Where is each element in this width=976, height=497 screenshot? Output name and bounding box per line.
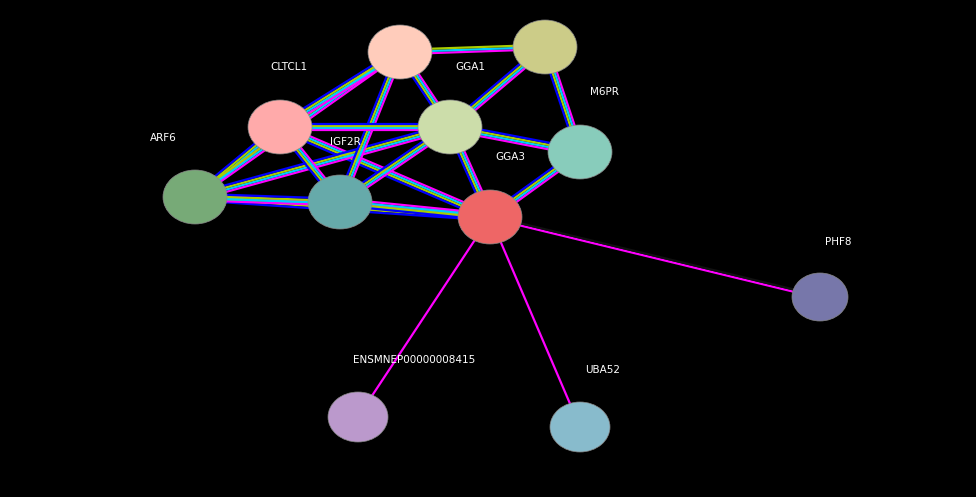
Text: GGA1: GGA1 bbox=[455, 62, 485, 72]
Ellipse shape bbox=[328, 392, 388, 442]
Text: GGA3: GGA3 bbox=[495, 152, 525, 162]
Text: UBA52: UBA52 bbox=[585, 365, 620, 375]
Text: ENSMNEP00000008415: ENSMNEP00000008415 bbox=[353, 355, 475, 365]
Ellipse shape bbox=[550, 402, 610, 452]
Text: CLTCL1: CLTCL1 bbox=[270, 62, 307, 72]
Text: IGF2R: IGF2R bbox=[330, 137, 361, 147]
Text: M6PR: M6PR bbox=[590, 87, 619, 97]
Ellipse shape bbox=[792, 273, 848, 321]
Ellipse shape bbox=[308, 175, 372, 229]
Ellipse shape bbox=[418, 100, 482, 154]
Ellipse shape bbox=[458, 190, 522, 244]
Ellipse shape bbox=[513, 20, 577, 74]
Ellipse shape bbox=[368, 25, 432, 79]
Ellipse shape bbox=[548, 125, 612, 179]
Text: ARF6: ARF6 bbox=[150, 133, 177, 143]
Ellipse shape bbox=[248, 100, 312, 154]
Text: PHF8: PHF8 bbox=[825, 237, 851, 247]
Ellipse shape bbox=[163, 170, 227, 224]
